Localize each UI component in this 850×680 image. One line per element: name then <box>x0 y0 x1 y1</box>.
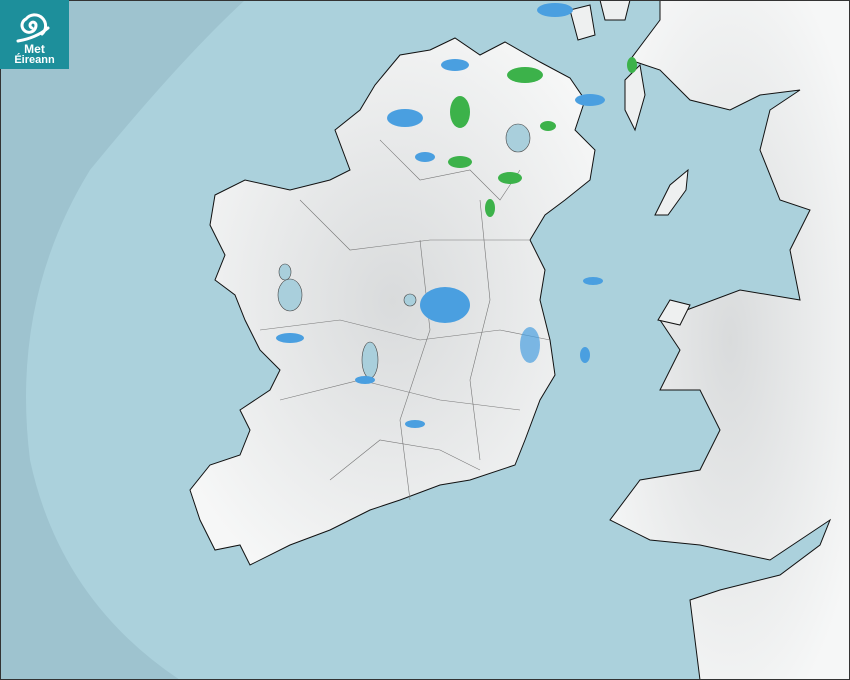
great-britain-landmass <box>609 0 850 680</box>
spiral-swirl-icon <box>16 13 50 43</box>
anglesey <box>657 299 691 326</box>
rain-cell <box>276 333 304 343</box>
inland-lakes <box>277 123 531 379</box>
ireland-landmass <box>189 37 596 566</box>
met-eireann-logo: Met Éireann <box>0 0 69 69</box>
rain-cell <box>580 347 590 363</box>
rain-cell <box>405 420 425 428</box>
rain-cell <box>415 152 435 162</box>
rain-cell <box>627 57 637 73</box>
county-borders <box>259 139 551 501</box>
rain-cell <box>441 59 469 71</box>
kintyre <box>624 63 646 132</box>
rain-cell <box>575 94 605 106</box>
rain-cell <box>520 327 540 363</box>
logo-text-met: Met <box>24 42 45 56</box>
rain-cell <box>387 109 423 127</box>
rain-cell <box>507 67 543 83</box>
rain-cell <box>540 121 556 131</box>
rain-cell <box>583 277 603 285</box>
rain-cell <box>498 172 522 184</box>
rain-radar-echoes <box>276 3 637 428</box>
isle-of-man <box>654 168 689 216</box>
rain-cell <box>485 199 495 217</box>
rain-cell <box>537 3 573 17</box>
rain-cell <box>450 96 470 128</box>
rain-cell <box>420 287 470 323</box>
arran-islay <box>569 0 631 41</box>
rain-cell <box>355 376 375 384</box>
logo-text-eireann: Éireann <box>14 54 55 66</box>
rain-cell <box>448 156 472 168</box>
